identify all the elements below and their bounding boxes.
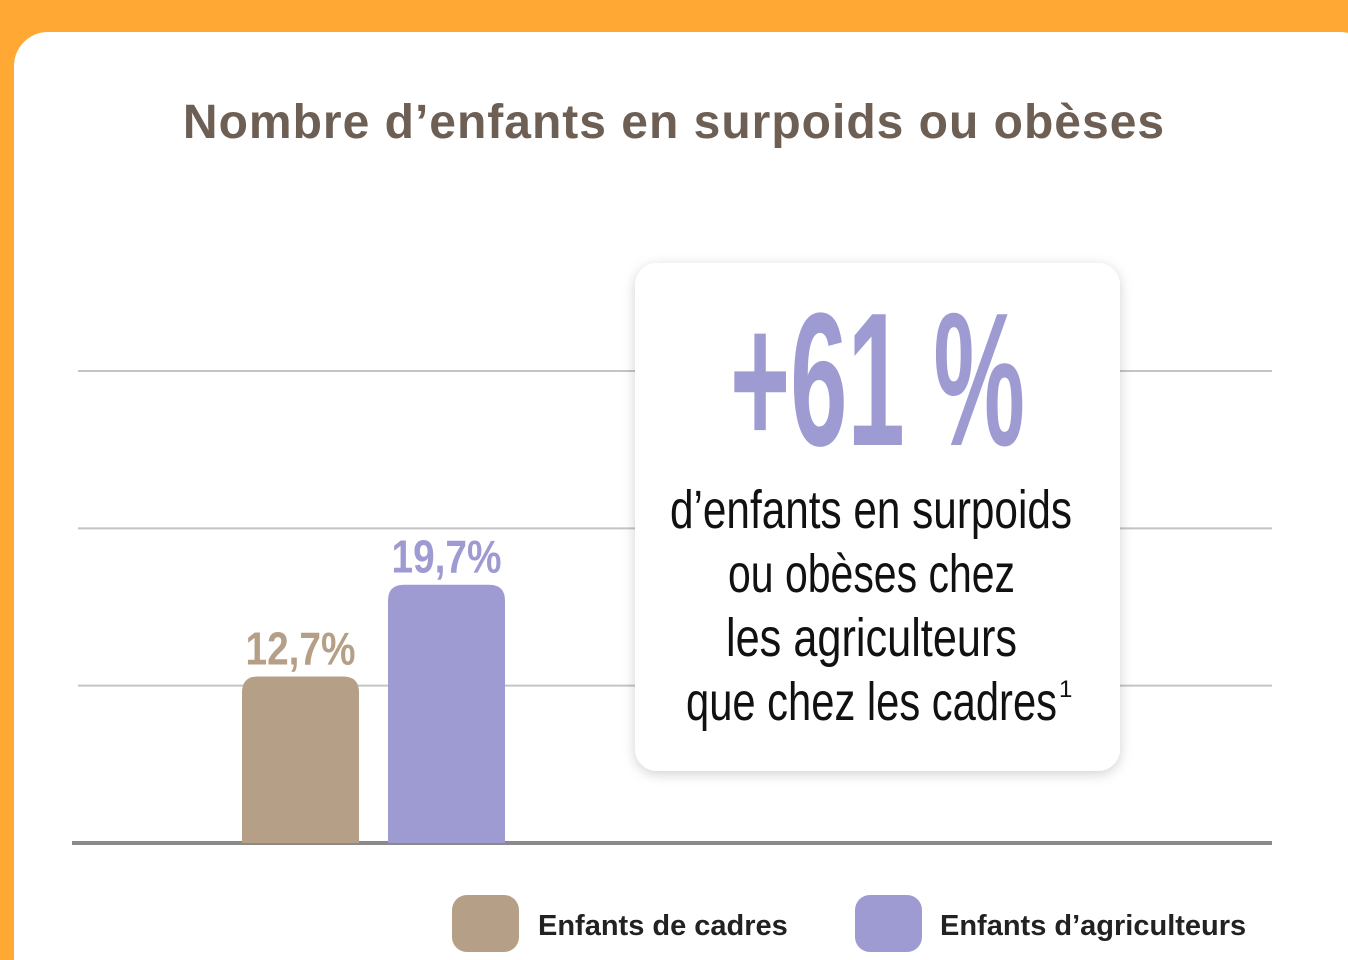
annotation-line: les agriculteurs — [726, 608, 1017, 668]
legend-label: Enfants d’agriculteurs — [940, 910, 1246, 942]
value-label: 12,7% — [246, 622, 356, 674]
legend-swatch — [855, 895, 922, 952]
bar — [388, 584, 505, 843]
annotation-headline: +61 % — [730, 274, 1025, 486]
bar — [242, 676, 359, 843]
annotation-footnote: 1 — [1059, 676, 1072, 703]
legend-swatch — [452, 895, 519, 952]
legend-label: Enfants de cadres — [538, 910, 788, 942]
annotation-line: d’enfants en surpoids — [670, 480, 1072, 540]
annotation-box — [635, 263, 1120, 771]
annotation-line: que chez les cadres — [686, 672, 1057, 732]
value-label: 19,7% — [392, 531, 502, 583]
annotation-line: ou obèses chez — [728, 544, 1015, 604]
chart-title: Nombre d’enfants en surpoids ou obèses — [183, 96, 1165, 149]
